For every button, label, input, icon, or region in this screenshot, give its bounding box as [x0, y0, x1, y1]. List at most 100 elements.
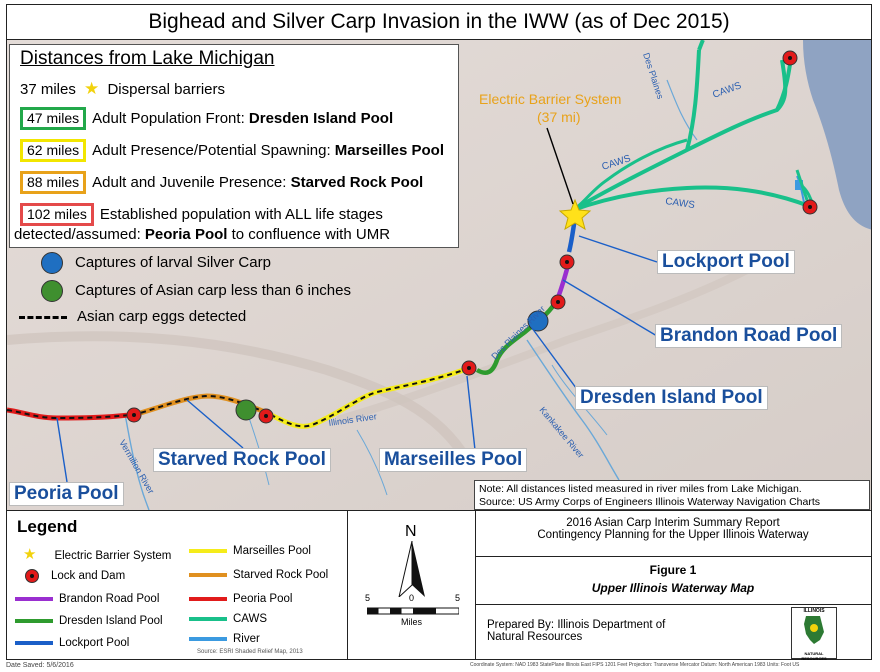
legend-item-label: Lockport Pool	[59, 637, 130, 649]
caws-channel	[795, 169, 809, 201]
figure-cell: Figure 1 Upper Illinois Waterway Map	[475, 557, 871, 605]
reservoir	[795, 180, 803, 190]
legend-item-label: Dresden Island Pool	[59, 615, 163, 627]
idnr-logo: ILLINOIS NATURAL RESOURCES	[791, 607, 837, 661]
barrier-label: Dispersal barriers	[107, 81, 225, 98]
distance-desc: Adult and Juvenile Presence:	[92, 174, 291, 191]
scale-left: 5	[365, 593, 371, 603]
map-canvas: Electric Barrier System (37 mi) CAWS CAW…	[6, 40, 872, 510]
caws-channel	[572, 185, 810, 212]
scale-mid: 0	[409, 593, 415, 603]
barrier-miles: 37 miles	[20, 81, 76, 98]
distance-desc-tail: to confluence with UMR	[227, 226, 391, 243]
vermilion-river	[124, 413, 150, 510]
des-plaines-upper-river	[666, 79, 698, 141]
distance-desc: Adult Presence/Potential Spawning:	[92, 142, 335, 159]
electric-barrier-label: Electric Barrier System	[479, 91, 621, 107]
report-line-2: Contingency Planning for the Upper Illin…	[537, 529, 809, 541]
larval-silver-carp-capture-icon	[527, 310, 549, 332]
legend-item: Peoria Pool	[189, 593, 292, 605]
marseilles-pool-label: Marseilles Pool	[379, 448, 528, 472]
lock-and-dam-icon	[126, 407, 142, 423]
marseilles-callout-line	[466, 375, 476, 451]
lockport-pool-label: Lockport Pool	[657, 250, 795, 274]
north-letter: N	[405, 523, 417, 540]
lake-michigan	[803, 40, 871, 230]
legend-source: Source: ESRI Shaded Relief Map, 2013	[197, 649, 303, 655]
north-arrow-and-scale: N 5 0 5 Miles	[347, 511, 476, 659]
distance-row: 47 miles Adult Population Front: Dresden …	[20, 107, 393, 130]
distances-key: Distances from Lake Michigan 37 miles ★ …	[9, 44, 459, 248]
electric-barrier-star-icon	[558, 198, 592, 231]
prepared-line-1: Prepared By: Illinois Department of	[487, 619, 666, 631]
dresden-swatch	[15, 618, 53, 623]
pool-name: Marseilles Pool	[334, 142, 445, 159]
lock-and-dam-icon	[559, 254, 575, 270]
small-carp-key-row: Captures of Asian carp less than 6 inche…	[41, 280, 351, 302]
caws-channel	[571, 59, 788, 212]
dashed-line-icon	[19, 315, 67, 319]
eggs-key-row: Asian carp eggs detected	[19, 308, 246, 325]
scale-bar	[367, 607, 459, 615]
legend-title: Legend	[17, 517, 78, 536]
river-swatch	[189, 636, 227, 641]
distance-desc: Adult Population Front:	[92, 110, 249, 127]
star-icon: ★	[23, 546, 37, 563]
legend-item-label: Starved Rock Pool	[233, 569, 329, 581]
legend-item-label: Brandon Road Pool	[59, 593, 160, 605]
legend: Legend ★ Electric Barrier System Lock and…	[7, 511, 348, 659]
legend-item: Marseilles Pool	[189, 545, 311, 557]
note-line-2: Source: US Army Corps of Engineers Illin…	[479, 496, 820, 508]
caws-swatch	[189, 616, 227, 621]
legend-item: Lock and Dam	[25, 569, 125, 583]
pool-name: Dresden Island Pool	[248, 110, 394, 127]
note-box: Note: All distances listed measured in r…	[474, 480, 870, 510]
caws-channel	[572, 138, 688, 212]
small-carp-capture-icon	[235, 399, 257, 421]
legend-item-label: Peoria Pool	[233, 593, 293, 605]
eggs-key-label: Asian carp eggs detected	[77, 308, 247, 325]
legend-item-label: Electric Barrier System	[54, 550, 172, 562]
larval-key-label: Captures of larval Silver Carp	[75, 253, 271, 271]
miles-badge: 47 miles	[20, 107, 87, 130]
lock-and-dam-icon	[550, 294, 566, 310]
scale-right: 5	[455, 593, 461, 603]
marseilles-swatch	[189, 548, 227, 553]
note-line-1: Note: All distances listed measured in r…	[479, 483, 802, 495]
figure-caption: Upper Illinois Waterway Map	[591, 581, 755, 595]
lock-and-dam-icon	[802, 199, 818, 215]
illinois-state-icon	[804, 616, 824, 644]
distance-row: 88 miles Adult and Juvenile Presence: Sta…	[20, 171, 423, 194]
terrain-ridge	[335, 266, 749, 424]
report-line-1: 2016 Asian Carp Interim Summary Report	[566, 517, 780, 529]
figure-title: Bighead and Silver Carp Invasion in the …	[148, 10, 730, 33]
starved-rock-swatch	[189, 572, 227, 577]
caws-channel	[685, 49, 701, 151]
distance-row: 102 miles Established population with ALL…	[20, 203, 383, 226]
legend-item: River	[189, 633, 260, 645]
caws-label: CAWS	[665, 196, 696, 211]
figure-number: Figure 1	[649, 563, 697, 577]
prepared-line-2: Natural Resources	[487, 631, 583, 643]
legend-item: Dresden Island Pool	[15, 615, 163, 627]
date-saved: Date Saved: 5/6/2016	[6, 662, 74, 669]
logo-bottom-text: NATURAL RESOURCES	[801, 651, 827, 661]
lockport-callout-line	[578, 235, 658, 263]
brandon-road-pool-label: Brandon Road Pool	[655, 324, 843, 348]
caws-channel	[697, 40, 705, 51]
lock-and-dam-icon	[25, 569, 39, 583]
dresden-island-pool-label: Dresden Island Pool	[575, 386, 768, 410]
miles-badge: 88 miles	[20, 171, 87, 194]
terrain-ridge	[7, 331, 472, 463]
brandon-swatch	[15, 596, 53, 601]
peoria-pool-label: Peoria Pool	[9, 482, 124, 506]
report-title-cell: 2016 Asian Carp Interim Summary Report C…	[475, 511, 871, 557]
peoria-swatch	[189, 596, 227, 601]
barrier-callout-line	[546, 127, 574, 205]
barrier-row: 37 miles ★ Dispersal barriers	[20, 79, 225, 99]
coordinate-system: Coordinate System: NAD 1983 StatePlane I…	[470, 662, 800, 668]
legend-item: CAWS	[189, 613, 267, 625]
distance-row-continued: detected/assumed: Peoria Pool to conflue…	[14, 226, 390, 243]
distance-desc: detected/assumed:	[14, 226, 145, 243]
legend-item: ★ Electric Barrier System	[23, 545, 171, 563]
